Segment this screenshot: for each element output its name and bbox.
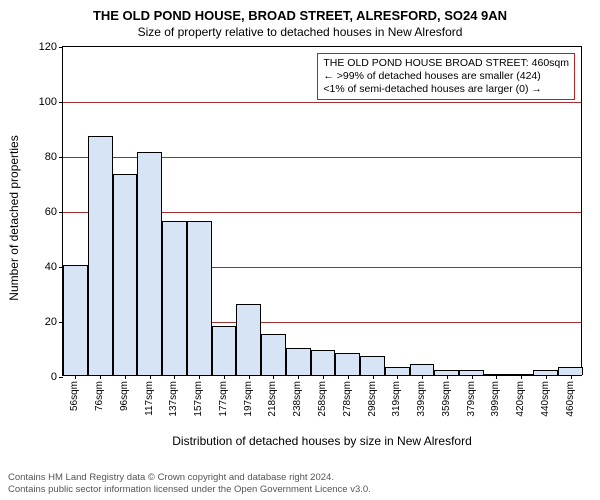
histogram-bar xyxy=(212,326,237,376)
x-tick-label: 117sqm xyxy=(144,381,155,416)
histogram-bar xyxy=(335,353,360,375)
x-tick-label: 440sqm xyxy=(540,381,551,417)
y-tick-label: 120 xyxy=(39,41,57,53)
x-tick-label: 96sqm xyxy=(119,381,130,411)
y-tick-label: 20 xyxy=(45,316,57,328)
x-tick-mark xyxy=(298,375,299,379)
x-tick-label: 197sqm xyxy=(243,381,254,417)
x-tick-mark xyxy=(273,375,274,379)
x-tick-mark xyxy=(174,375,175,379)
histogram-bar xyxy=(410,364,435,375)
x-tick-label: 298sqm xyxy=(367,381,378,417)
x-tick-label: 460sqm xyxy=(565,381,576,417)
x-tick-mark xyxy=(125,375,126,379)
y-tick-label: 80 xyxy=(45,151,57,163)
annotation-line: ← >99% of detached houses are smaller (4… xyxy=(323,70,569,83)
annotation-line: <1% of semi-detached houses are larger (… xyxy=(323,83,569,96)
x-tick-mark xyxy=(546,375,547,379)
x-tick-mark xyxy=(348,375,349,379)
histogram-bar xyxy=(311,350,336,375)
x-tick-mark xyxy=(521,375,522,379)
x-tick-label: 379sqm xyxy=(466,381,477,417)
x-tick-label: 339sqm xyxy=(416,381,427,417)
x-tick-mark xyxy=(75,375,76,379)
x-tick-label: 56sqm xyxy=(69,381,80,411)
histogram-bar xyxy=(137,152,162,375)
x-tick-label: 399sqm xyxy=(490,381,501,417)
x-tick-label: 258sqm xyxy=(317,381,328,417)
y-tick-label: 60 xyxy=(45,206,57,218)
histogram-bar xyxy=(261,334,286,375)
x-axis-label: Distribution of detached houses by size … xyxy=(62,434,582,448)
chart-title-sub: Size of property relative to detached ho… xyxy=(0,23,600,43)
y-tick-mark xyxy=(59,377,63,378)
y-tick-label: 100 xyxy=(39,96,57,108)
x-tick-mark xyxy=(100,375,101,379)
x-tick-label: 420sqm xyxy=(515,381,526,417)
histogram-bar xyxy=(360,356,385,375)
x-tick-mark xyxy=(571,375,572,379)
footer-line-1: Contains HM Land Registry data © Crown c… xyxy=(8,472,371,484)
x-tick-mark xyxy=(397,375,398,379)
chart-title-main: THE OLD POND HOUSE, BROAD STREET, ALRESF… xyxy=(0,0,600,23)
histogram-bar xyxy=(236,304,261,376)
plot-area: 02040608010012056sqm76sqm96sqm117sqm137s… xyxy=(62,46,582,376)
x-tick-label: 319sqm xyxy=(391,381,402,417)
x-tick-mark xyxy=(224,375,225,379)
histogram-bar xyxy=(286,348,311,376)
x-tick-label: 238sqm xyxy=(292,381,303,417)
x-tick-mark xyxy=(422,375,423,379)
x-tick-mark xyxy=(496,375,497,379)
x-tick-mark xyxy=(249,375,250,379)
x-tick-label: 278sqm xyxy=(342,381,353,417)
x-tick-label: 157sqm xyxy=(193,381,204,417)
property-size-histogram: THE OLD POND HOUSE, BROAD STREET, ALRESF… xyxy=(0,0,600,500)
histogram-bar xyxy=(187,221,212,375)
histogram-bar xyxy=(385,367,410,375)
x-tick-mark xyxy=(323,375,324,379)
x-tick-mark xyxy=(447,375,448,379)
x-tick-mark xyxy=(472,375,473,379)
y-tick-label: 40 xyxy=(45,261,57,273)
gridline xyxy=(63,102,581,103)
y-axis-label: Number of detached properties xyxy=(7,53,21,383)
footer-line-2: Contains public sector information licen… xyxy=(8,484,371,496)
histogram-bar xyxy=(162,221,187,375)
x-tick-mark xyxy=(373,375,374,379)
histogram-bar xyxy=(558,367,583,375)
histogram-bar xyxy=(88,136,113,375)
histogram-bar xyxy=(63,265,88,375)
x-tick-label: 76sqm xyxy=(94,381,105,411)
y-tick-mark xyxy=(59,47,63,48)
x-tick-label: 218sqm xyxy=(267,381,278,417)
x-tick-label: 359sqm xyxy=(441,381,452,417)
y-tick-label: 0 xyxy=(51,371,57,383)
annotation-line: THE OLD POND HOUSE BROAD STREET: 460sqm xyxy=(323,57,569,70)
y-tick-mark xyxy=(59,212,63,213)
x-tick-mark xyxy=(199,375,200,379)
histogram-bar xyxy=(113,174,138,375)
chart-footer: Contains HM Land Registry data © Crown c… xyxy=(8,472,371,496)
y-tick-mark xyxy=(59,157,63,158)
annotation-box: THE OLD POND HOUSE BROAD STREET: 460sqm←… xyxy=(317,53,575,100)
x-tick-mark xyxy=(150,375,151,379)
x-tick-label: 137sqm xyxy=(168,381,179,417)
y-tick-mark xyxy=(59,102,63,103)
x-tick-label: 177sqm xyxy=(218,381,229,417)
